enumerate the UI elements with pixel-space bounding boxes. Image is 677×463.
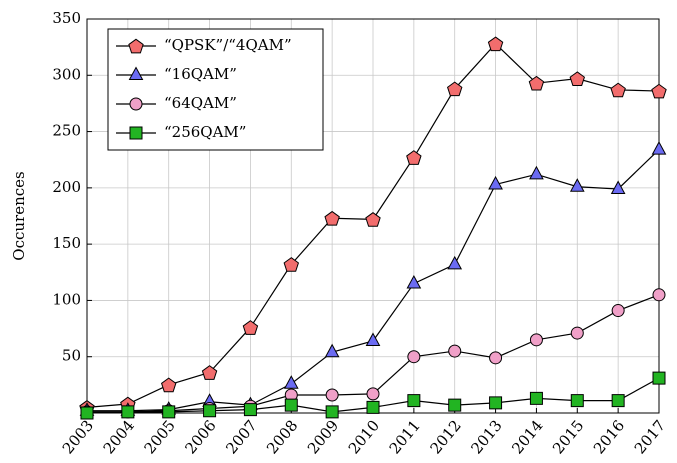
marker [529,391,543,405]
x-tick-label: 2015 [549,417,587,458]
x-tick-label: 2012 [427,417,465,458]
marker [407,350,421,364]
marker [80,406,94,420]
marker [652,371,666,385]
marker [529,333,543,347]
marker [610,82,626,98]
marker [570,394,584,408]
marker [448,344,462,358]
marker [242,320,259,335]
marker [160,377,177,393]
marker [162,405,176,419]
marker [365,212,381,227]
marker [488,175,503,190]
marker [243,403,257,417]
y-tick-label: 350 [52,9,81,27]
marker [406,274,422,289]
marker [489,396,503,410]
marker [652,288,666,302]
y-axis-label: Occurences [10,171,28,260]
marker [324,210,340,226]
marker [201,365,218,380]
marker [611,304,625,318]
marker [611,394,625,408]
marker [448,398,462,412]
marker [324,343,340,358]
x-tick-label: 2014 [508,417,546,458]
marker [284,398,298,412]
legend-marker [129,126,143,140]
x-tick-label: 2013 [467,417,505,458]
marker [529,165,544,180]
marker [569,178,585,192]
x-tick-label: 2003 [59,417,97,458]
marker [365,332,381,346]
y-tick-label: 200 [52,178,81,196]
marker [487,36,504,52]
x-tick-label: 2005 [141,417,179,458]
x-tick-label: 2006 [181,417,219,458]
marker [570,326,584,340]
marker [325,405,339,419]
marker [121,405,135,419]
legend-label: “16QAM” [164,65,237,83]
marker [366,400,380,414]
x-tick-label: 2008 [263,417,301,458]
legend-label: “QPSK”/“4QAM” [164,36,292,54]
x-tick-label: 2017 [631,417,669,458]
marker [283,257,300,272]
y-tick-label: 50 [62,347,81,365]
marker [651,141,667,155]
legend-label: “256QAM” [164,123,246,141]
legend-marker [128,38,144,54]
legend-box [107,28,324,151]
marker [406,150,422,165]
marker [283,375,299,389]
marker [651,83,667,99]
x-tick-label: 2011 [386,417,424,458]
marker [610,180,626,194]
legend-marker [129,97,143,111]
y-tick-label: 100 [52,290,81,308]
marker [366,387,380,401]
marker [407,394,421,408]
y-tick-label: 250 [52,122,81,140]
marker [569,71,586,87]
legend-label: “64QAM” [164,94,237,112]
x-tick-label: 2016 [590,417,628,458]
marker [489,351,503,365]
y-tick-label: 300 [52,65,81,83]
marker [446,81,463,97]
x-tick-label: 2007 [222,417,260,458]
marker [325,388,339,402]
marker [528,75,545,91]
y-tick-label: 150 [52,234,81,252]
x-tick-label: 2004 [100,417,138,458]
x-tick-label: 2010 [345,417,383,458]
marker [447,255,463,270]
marker [203,404,217,418]
x-tick-label: 2009 [304,417,342,458]
legend-marker [128,66,144,80]
